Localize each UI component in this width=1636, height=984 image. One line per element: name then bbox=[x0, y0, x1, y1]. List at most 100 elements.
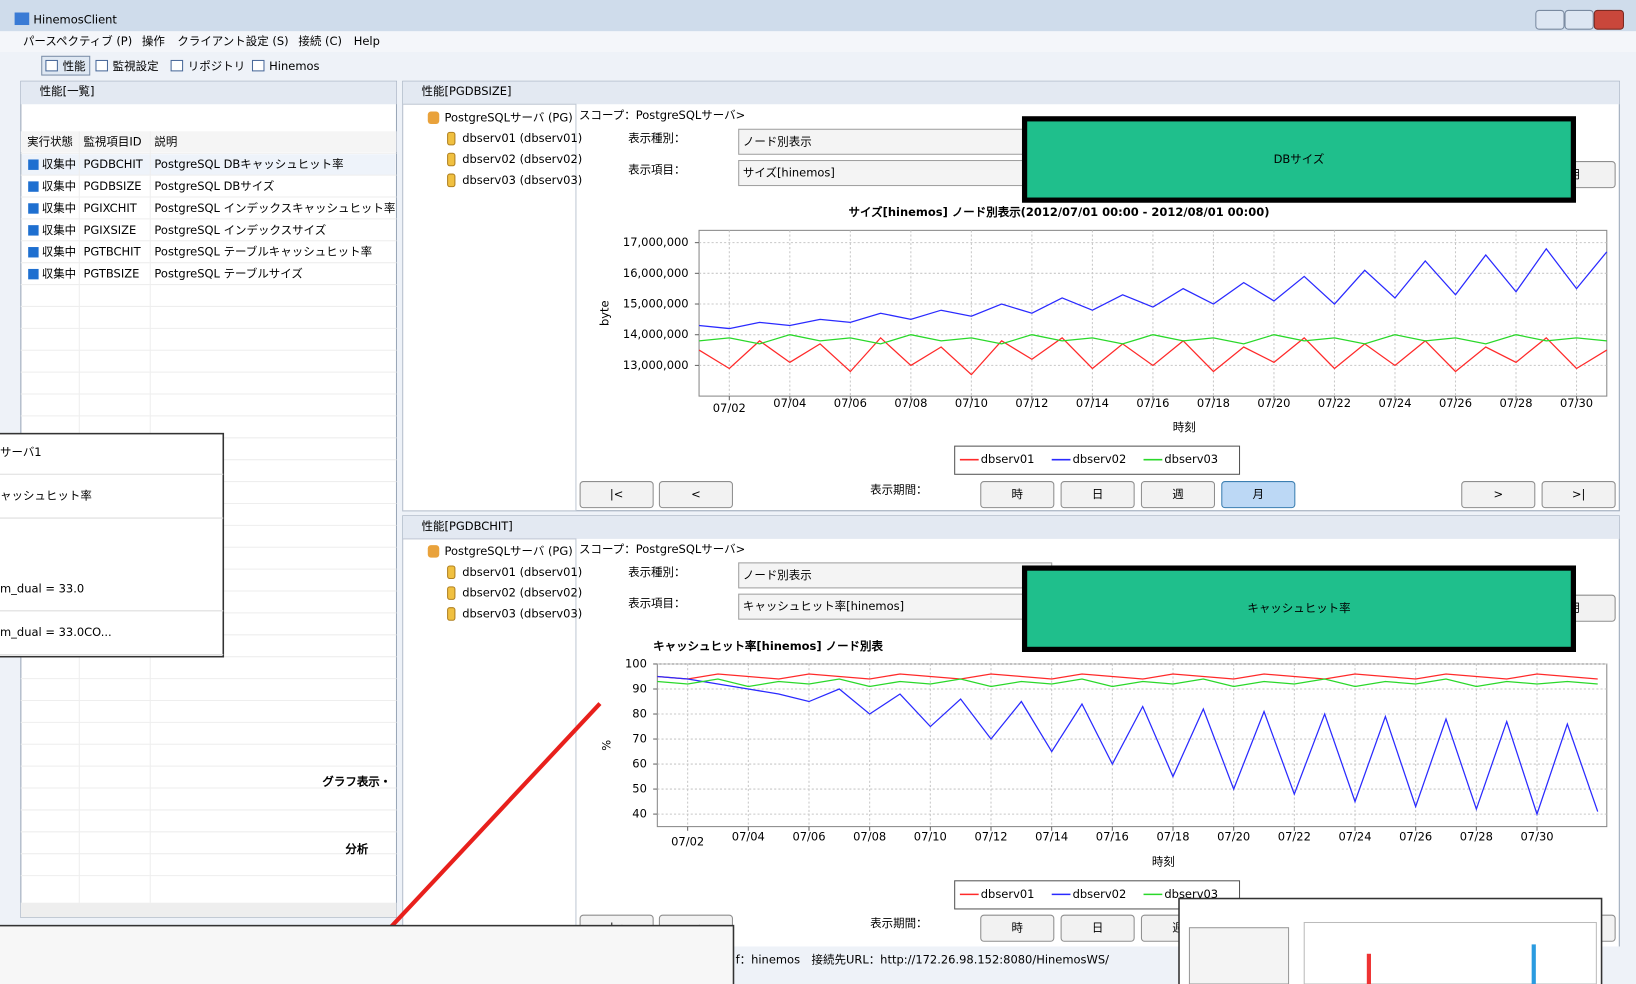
column-header: 実行状態 bbox=[27, 134, 73, 148]
perspective-icon bbox=[252, 60, 263, 70]
menu-item[interactable]: パースペクティブ (P) bbox=[23, 34, 132, 48]
dropdown-value: ノード別表示 bbox=[743, 134, 812, 148]
nav-button[interactable]: > bbox=[1493, 487, 1503, 501]
nav-button[interactable]: >| bbox=[1572, 487, 1585, 501]
popup-line: サーバ1 bbox=[0, 445, 42, 459]
perspective-icon bbox=[171, 60, 182, 70]
cell[interactable]: PostgreSQL インデックスキャッシュヒット率 bbox=[154, 201, 395, 215]
y-tick-label: 16,000,000 bbox=[623, 266, 689, 280]
cell[interactable]: PGDBSIZE bbox=[83, 179, 141, 193]
nav-button[interactable]: |< bbox=[610, 487, 623, 501]
view-tab[interactable]: 性能[PGDBSIZE] bbox=[422, 84, 512, 98]
tree-root[interactable]: PostgreSQLサーバ (PG) bbox=[444, 110, 572, 124]
cell[interactable]: 収集中 bbox=[42, 179, 76, 193]
status-icon bbox=[28, 225, 38, 235]
cell[interactable]: PostgreSQL インデックスサイズ bbox=[154, 223, 326, 237]
x-tick-label: 07/20 bbox=[1257, 396, 1290, 410]
cell[interactable]: PostgreSQL テーブルキャッシュヒット率 bbox=[154, 245, 372, 259]
period-button[interactable]: 時 bbox=[1012, 921, 1024, 935]
period-button[interactable]: 週 bbox=[1172, 487, 1184, 501]
tree-node[interactable]: dbserv01 (dbserv01) bbox=[462, 565, 582, 579]
period-button[interactable]: 日 bbox=[1092, 487, 1103, 501]
x-tick-label: 07/30 bbox=[1560, 396, 1593, 410]
cell[interactable]: PGTBSIZE bbox=[83, 267, 139, 281]
status-icon bbox=[28, 247, 38, 257]
y-tick-label: 17,000,000 bbox=[623, 235, 689, 249]
y-axis-label: byte bbox=[598, 300, 612, 326]
report-chart bbox=[1304, 923, 1596, 984]
x-tick-label: 07/08 bbox=[894, 396, 927, 410]
y-tick-label: 15,000,000 bbox=[623, 297, 689, 311]
cell[interactable]: PGDBCHIT bbox=[83, 157, 143, 171]
cell[interactable]: 収集中 bbox=[42, 267, 76, 281]
cell[interactable]: 収集中 bbox=[42, 201, 76, 215]
tree-node[interactable]: dbserv03 (dbserv03) bbox=[462, 173, 582, 187]
x-tick-label: 07/06 bbox=[834, 396, 867, 410]
tree-node[interactable]: dbserv02 (dbserv02) bbox=[462, 586, 582, 600]
cell[interactable]: 収集中 bbox=[42, 157, 76, 171]
perspective-button[interactable]: Hinemos bbox=[269, 59, 319, 73]
x-tick-label: 07/28 bbox=[1499, 396, 1532, 410]
x-tick-label: 07/24 bbox=[1378, 396, 1411, 410]
menu-item[interactable]: 接続 (C) bbox=[298, 34, 342, 48]
plot-area bbox=[699, 230, 1607, 396]
nav-button[interactable]: < bbox=[691, 487, 701, 501]
x-tick-label: 07/02 bbox=[671, 835, 704, 849]
perspective-button[interactable]: リポジトリ bbox=[188, 59, 245, 73]
x-tick-label: 07/06 bbox=[792, 830, 825, 844]
x-tick-label: 07/12 bbox=[1015, 396, 1048, 410]
tree-node-icon bbox=[448, 566, 455, 579]
tree-node[interactable]: dbserv03 (dbserv03) bbox=[462, 606, 582, 620]
callout: グラフ表示・ bbox=[322, 774, 391, 788]
dropdown-value: サイズ[hinemos] bbox=[743, 166, 835, 180]
tree-root[interactable]: PostgreSQLサーバ (PG) bbox=[444, 544, 572, 558]
x-tick-label: 07/22 bbox=[1318, 396, 1351, 410]
cell[interactable]: PGIXSIZE bbox=[83, 223, 136, 237]
cell[interactable]: 収集中 bbox=[42, 245, 76, 259]
tree-node[interactable]: dbserv01 (dbserv01) bbox=[462, 131, 582, 145]
table-header bbox=[21, 131, 397, 152]
menu-item[interactable]: 操作 bbox=[142, 34, 165, 48]
tree-node-icon bbox=[448, 153, 455, 166]
view-tab[interactable]: 性能[PGDBCHIT] bbox=[422, 519, 513, 533]
tree-node[interactable]: dbserv02 (dbserv02) bbox=[462, 152, 582, 166]
y-tick-label: 100 bbox=[625, 656, 647, 670]
window-controls[interactable] bbox=[1536, 10, 1624, 29]
status-icon bbox=[28, 159, 38, 169]
tree-node-icon bbox=[448, 587, 455, 600]
period-button[interactable]: 日 bbox=[1092, 921, 1103, 935]
x-tick-label: 07/16 bbox=[1136, 396, 1169, 410]
popup-line: ャッシュヒット率 bbox=[0, 489, 92, 503]
screen: HinemosClient パースペクティブ (P)操作クライアント設定 (S)… bbox=[0, 0, 1636, 984]
period-button[interactable]: 時 bbox=[1012, 487, 1024, 501]
report-bar bbox=[1532, 944, 1536, 984]
view-tab[interactable]: 性能[一覧] bbox=[40, 84, 95, 98]
perspective-button[interactable]: 監視設定 bbox=[113, 59, 159, 73]
badge-text: キャッシュヒット率 bbox=[1247, 601, 1350, 615]
perspective-button[interactable]: 性能 bbox=[63, 59, 86, 73]
x-axis-label: 時刻 bbox=[1173, 420, 1196, 434]
tree-node-icon bbox=[448, 608, 455, 621]
status-icon bbox=[28, 181, 38, 191]
x-tick-label: 07/14 bbox=[1035, 830, 1068, 844]
cell[interactable]: 収集中 bbox=[42, 223, 76, 237]
legend-label: dbserv03 bbox=[1164, 452, 1218, 466]
badge-text: DBサイズ bbox=[1274, 152, 1325, 166]
bottom-box bbox=[0, 926, 733, 984]
column-header: 監視項目ID bbox=[83, 134, 141, 148]
x-tick-label: 07/10 bbox=[955, 396, 988, 410]
cell[interactable]: PostgreSQL DBサイズ bbox=[154, 179, 274, 193]
y-tick-label: 13,000,000 bbox=[623, 358, 689, 372]
menu-item[interactable]: クライアント設定 (S) bbox=[177, 34, 288, 48]
view-tabbar bbox=[403, 81, 1620, 104]
menu-item[interactable]: Help bbox=[354, 34, 380, 48]
dropdown-value: キャッシュヒット率[hinemos] bbox=[743, 599, 904, 613]
app-icon bbox=[15, 13, 30, 26]
cell[interactable]: PGTBCHIT bbox=[83, 245, 141, 259]
cell[interactable]: PGIXCHIT bbox=[83, 201, 137, 215]
cell[interactable]: PostgreSQL テーブルサイズ bbox=[154, 267, 302, 281]
cell[interactable]: PostgreSQL DBキャッシュヒット率 bbox=[154, 157, 343, 171]
period-button[interactable]: 月 bbox=[1253, 487, 1264, 501]
form-label: 表示項目： bbox=[628, 596, 685, 610]
x-tick-label: 07/22 bbox=[1278, 830, 1311, 844]
